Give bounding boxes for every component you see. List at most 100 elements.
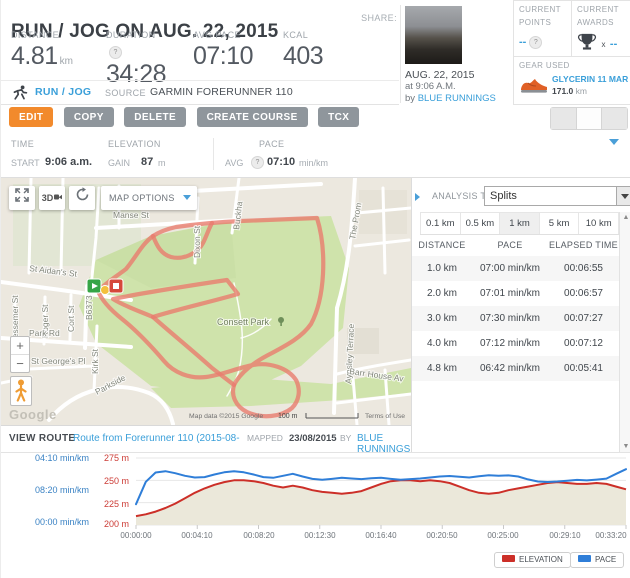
tab-01km[interactable]: 0.1 km — [420, 213, 461, 234]
stat-avg-pace-label: AVG PACE — [193, 30, 241, 40]
chevron-right-icon — [415, 193, 420, 201]
time-label: TIME — [11, 139, 35, 149]
gain-unit: m — [158, 158, 166, 168]
x-tick: 00:33:20 — [595, 531, 627, 540]
sport-row: RUN / JOG SOURCE GARMIN FORERUNNER 110 — [1, 80, 399, 105]
pace-tick: 04:10 min/km — [34, 453, 89, 463]
user-link[interactable]: BLUE RUNNINGS — [417, 93, 496, 104]
legend-pace-button[interactable]: PACE — [570, 552, 625, 568]
tcx-button[interactable]: TCX — [318, 107, 360, 127]
street-label: St George's Pl — [31, 356, 86, 366]
3d-view-button[interactable]: 3D — [39, 186, 65, 210]
stat-duration-value: 34:28 — [106, 60, 167, 88]
street-view-pegman[interactable] — [10, 376, 32, 406]
cell: 4.8 km — [426, 363, 457, 374]
x-tick: 00:08:20 — [243, 531, 275, 540]
layout-segment-2[interactable] — [576, 108, 603, 129]
mapper-link[interactable]: BLUE RUNNINGS — [357, 433, 411, 455]
workout-photo[interactable] — [405, 6, 462, 64]
stat-kcal-label: KCAL — [283, 30, 309, 40]
delete-button[interactable]: DELETE — [124, 107, 187, 127]
collapse-panel-button[interactable] — [415, 193, 420, 201]
expand-summary-button[interactable] — [605, 136, 623, 149]
elevation-swatch-icon — [502, 555, 515, 562]
street-label: Kirk St — [90, 348, 100, 374]
summary-divider — [213, 138, 214, 170]
map-container: Park St Manse St Dixon St Buckha The Pro… — [1, 178, 411, 425]
stat-distance-value: 4.81 — [11, 42, 58, 70]
stat-distance-unit: km — [59, 56, 74, 67]
edit-button[interactable]: EDIT — [9, 107, 54, 127]
pace-tick: 00:00 min/km — [34, 517, 89, 527]
tab-1km[interactable]: 1 km — [500, 213, 540, 234]
x-tick: 00:00:00 — [120, 531, 152, 540]
stat-avg-pace: AVG PACE 07:10 — [193, 30, 254, 71]
analysis-type-select[interactable]: Splits — [484, 186, 630, 206]
points-label-1: CURRENT — [519, 5, 561, 14]
help-icon[interactable] — [529, 36, 543, 49]
map-zoom-control: + − — [10, 336, 30, 373]
layout-segment-1[interactable] — [551, 108, 577, 129]
google-logo[interactable]: Google — [9, 407, 57, 422]
cell: 07:01 min/km — [479, 288, 541, 299]
route-markers — [86, 278, 124, 295]
scroll-up-icon[interactable]: ▲ — [622, 214, 630, 221]
col-distance: DISTANCE — [418, 240, 466, 250]
zoom-in-button[interactable]: + — [11, 337, 29, 355]
x-tick: 00:25:00 — [487, 531, 519, 540]
scroll-down-icon[interactable]: ▼ — [622, 443, 630, 450]
mapped-date: 23/08/2015 — [289, 433, 337, 444]
tab-05km[interactable]: 0.5 km — [460, 213, 501, 234]
street-label: Roger St — [40, 304, 50, 338]
expand-icon — [15, 188, 29, 202]
help-icon[interactable] — [251, 156, 264, 169]
copy-button[interactable]: COPY — [63, 107, 114, 127]
x-tick: 00:29:10 — [549, 531, 581, 540]
rotate-button[interactable] — [69, 186, 95, 210]
gear-used-box: GEAR USED GLYCERIN 11 MAR... 171.0 km — [513, 56, 630, 105]
awards-value: -- — [609, 38, 618, 50]
pace-elevation-chart: 04:10 min/km 08:20 min/km 00:00 min/km 2… — [1, 452, 630, 578]
map-scale-bar — [305, 413, 359, 419]
awards-label-1: CURRENT — [577, 5, 619, 14]
route-link[interactable]: Route from Forerunner 110 (2015-08- — [73, 433, 240, 444]
table-row: 4.8 km 06:42 min/km 00:05:41 — [412, 356, 619, 381]
avg-value: 07:10 — [267, 156, 296, 168]
zoom-out-button[interactable]: − — [16, 356, 24, 371]
park-label: Consett Park — [217, 317, 270, 327]
legend-pace-label: PACE — [595, 555, 617, 564]
map-scale-label: 100 m — [278, 413, 298, 420]
terms-link[interactable]: Terms of Use — [365, 413, 405, 420]
fullscreen-button[interactable] — [9, 186, 35, 210]
cell: 07:00 min/km — [479, 263, 541, 274]
create-course-button[interactable]: CREATE COURSE — [196, 107, 308, 127]
tab-10km[interactable]: 10 km — [579, 213, 619, 234]
by-label: BY — [340, 433, 352, 443]
tab-5km[interactable]: 5 km — [539, 213, 580, 234]
photo-author: by BLUE RUNNINGS — [405, 93, 496, 104]
points-value: -- — [519, 36, 527, 48]
legend-elevation-button[interactable]: ELEVATION — [494, 552, 571, 568]
sport-link[interactable]: RUN / JOG — [35, 86, 92, 98]
col-pace: PACE — [497, 240, 523, 250]
chevron-down-icon — [616, 187, 630, 205]
map-options-button[interactable]: MAP OPTIONS — [101, 186, 197, 210]
start-label: START — [11, 158, 40, 168]
stat-distance: DISTANCE 4.81 km — [11, 30, 73, 71]
cell: 00:07:27 — [564, 313, 603, 324]
help-icon[interactable] — [109, 46, 122, 59]
split-tabs: 0.1 km 0.5 km 1 km 5 km 10 km — [420, 212, 619, 235]
view-route-label: VIEW ROUTE — [9, 433, 76, 444]
x-tick: 00:16:40 — [365, 531, 397, 540]
gear-label: GEAR USED — [519, 61, 570, 70]
gear-name-link[interactable]: GLYCERIN 11 MAR... — [552, 74, 628, 84]
cell: 2.0 km — [426, 288, 457, 299]
stat-avg-pace-value: 07:10 — [193, 42, 254, 70]
pace-label: PACE — [259, 139, 285, 149]
chart-plot[interactable] — [1, 453, 630, 538]
layout-segment-3[interactable] — [602, 108, 628, 129]
map-canvas[interactable]: Park St Manse St Dixon St Buckha The Pro… — [1, 178, 411, 425]
source-label: SOURCE — [105, 88, 146, 98]
table-scrollbar[interactable]: ▲ ▼ — [619, 212, 630, 452]
3d-icon: 3D — [41, 193, 54, 203]
